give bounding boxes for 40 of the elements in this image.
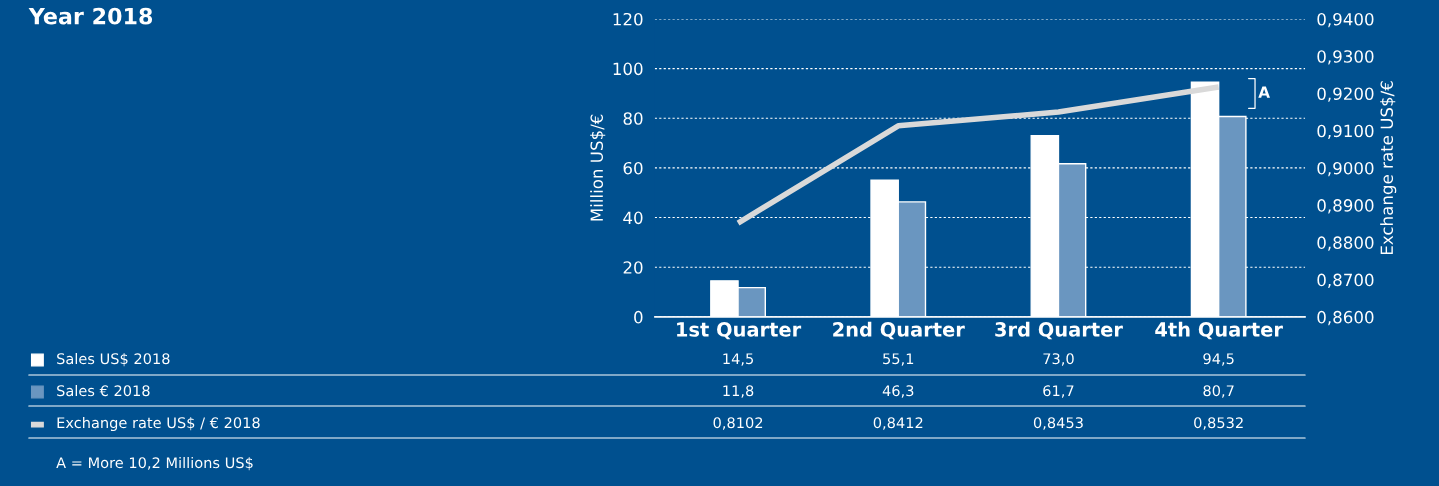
legend-label: Sales US$ 2018 (57, 352, 170, 367)
y-axis-title: Million US$/€ (590, 114, 606, 221)
y2-tick-label: 0,9400 (1317, 12, 1374, 28)
y-tick-label: 80 (623, 112, 643, 125)
data-label: 46,3 (882, 385, 914, 398)
text: 0,8453 (1033, 417, 1083, 430)
annotation: A (1258, 86, 1270, 98)
y2-tick-label: 0,9300 (1317, 50, 1374, 65)
y2-tick-label: 0,8900 (1317, 199, 1374, 214)
legend-label: Exchange rate US$ / € 2018 (57, 416, 260, 432)
text: 0,8102 (713, 417, 763, 430)
y-tick-label: 0 (634, 310, 643, 324)
data-label: 55,1 (883, 353, 914, 366)
y-tick-label: 120 (613, 12, 643, 26)
y2-tick-label: 0,8600 (1317, 310, 1374, 326)
x-tick-label: 1st Quarter (677, 322, 802, 340)
text: Year 2018 (28, 7, 153, 25)
y2-tick-label: 0,9200 (1317, 87, 1374, 102)
text: 0,8412 (873, 417, 923, 430)
y-tick-label: 60 (623, 161, 643, 175)
text: A = More 10,2 Millions US$ (56, 456, 253, 471)
y2-axis-title: Exchange rate US$/€ (1380, 81, 1397, 255)
data-label: 94,5 (1203, 353, 1234, 366)
data-label: 73,0 (1043, 353, 1074, 366)
x-tick-label: 3rd Quarter (995, 321, 1123, 340)
y2-tick-label: 0,9000 (1317, 161, 1374, 177)
y2-tick-label: 0,8800 (1317, 236, 1374, 251)
y2-tick-label: 0,9100 (1317, 124, 1374, 139)
x-tick-label: 4th Quarter (1155, 321, 1283, 340)
y-tick-label: 40 (623, 211, 643, 225)
x-tick-label: 2nd Quarter (833, 321, 965, 340)
data-label: 14,5 (723, 353, 754, 366)
data-label: 80,7 (1203, 385, 1234, 398)
data-label: 11,8 (723, 385, 754, 398)
text: 0,8532 (1194, 417, 1243, 430)
y-tick-label: 20 (623, 261, 643, 274)
legend-label: Sales € 2018 (57, 384, 150, 397)
y-tick-label: 100 (613, 62, 643, 76)
y2-tick-label: 0,8700 (1317, 273, 1374, 288)
data-label: 61,7 (1043, 385, 1074, 398)
